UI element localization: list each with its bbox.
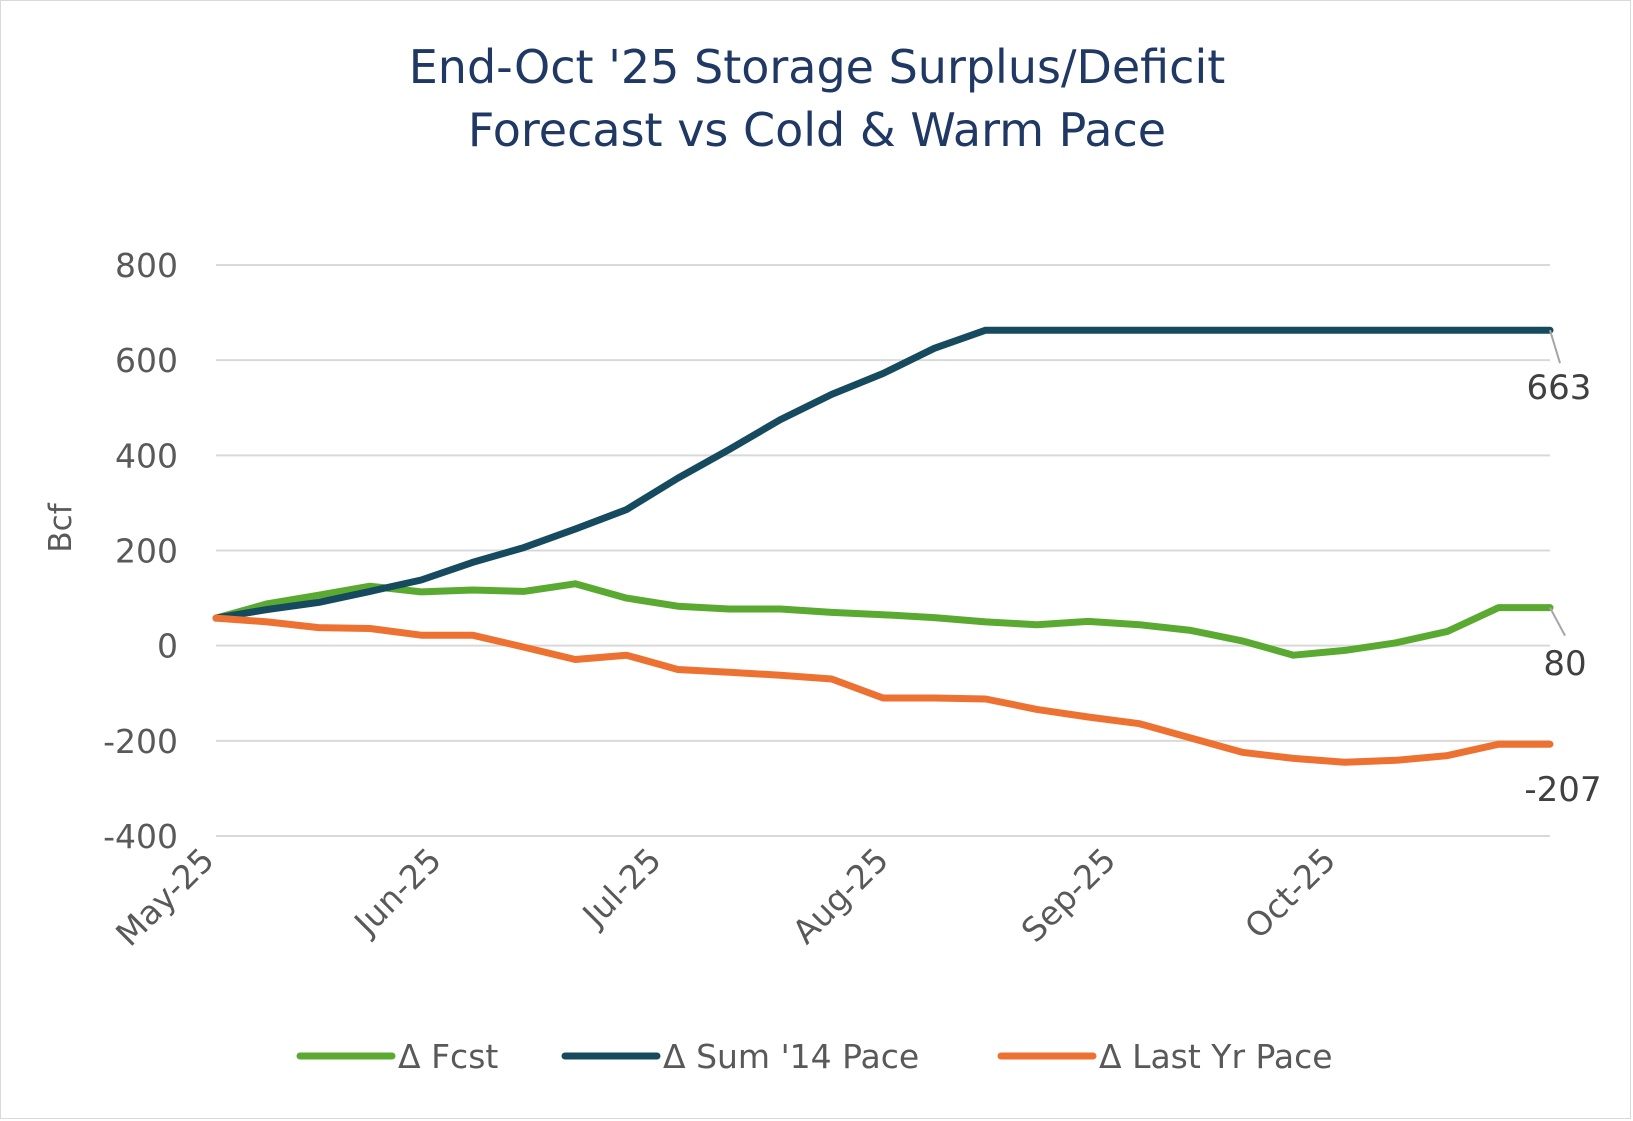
series-line-0 (212, 580, 1554, 659)
x-tick-label: Sep-25 (1014, 840, 1124, 950)
x-tick-label: May-25 (108, 840, 222, 954)
legend-label: Δ Sum '14 Pace (663, 1037, 919, 1076)
y-tick-label: 800 (115, 246, 178, 285)
y-axis-ticks: 800 600 400 200 0 -200 -400 (103, 246, 178, 856)
gridlines (216, 264, 1550, 837)
legend-item[interactable]: Δ Sum '14 Pace (561, 1037, 919, 1076)
x-tick-label: Oct-25 (1237, 840, 1343, 946)
end-data-label: -207 (1524, 770, 1601, 810)
chart-title-line-1: End-Oct '25 Storage Surplus/Deficit (409, 40, 1226, 94)
end-data-label: 663 (1527, 368, 1592, 408)
y-tick-label: -200 (103, 722, 178, 761)
y-tick-label: -400 (103, 817, 178, 856)
x-tick-label: Jul-25 (574, 840, 669, 935)
legend-label: Δ Last Yr Pace (1099, 1037, 1333, 1076)
legend-item[interactable]: Δ Last Yr Pace (997, 1037, 1333, 1076)
x-tick-label: Jun-25 (345, 840, 449, 944)
legend-item[interactable]: Δ Fcst (296, 1037, 498, 1076)
x-tick-label: Aug-25 (785, 840, 896, 951)
chart-title-line-2: Forecast vs Cold & Warm Pace (468, 103, 1166, 157)
series-lines (212, 326, 1554, 766)
y-tick-label: 200 (115, 532, 178, 571)
series-line-1 (212, 326, 1554, 622)
legend[interactable]: Δ Fcst Δ Sum '14 Pace Δ Last Yr Pace (296, 1037, 1333, 1076)
legend-label: Δ Fcst (398, 1037, 498, 1076)
end-labels: 80 663 -207 (1524, 329, 1602, 810)
y-tick-label: 600 (115, 341, 178, 380)
series-line-2 (212, 614, 1554, 766)
y-tick-label: 0 (157, 627, 178, 666)
end-data-label: 80 (1543, 644, 1586, 684)
x-axis-ticks: May-25 Jun-25 Jul-25 Aug-25 Sep-25 Oct-25 (108, 840, 1343, 954)
data-label-leader (1549, 329, 1561, 364)
y-axis-label: Bcf (43, 502, 79, 552)
data-label-leader (1549, 607, 1566, 637)
y-tick-label: 400 (115, 436, 178, 475)
